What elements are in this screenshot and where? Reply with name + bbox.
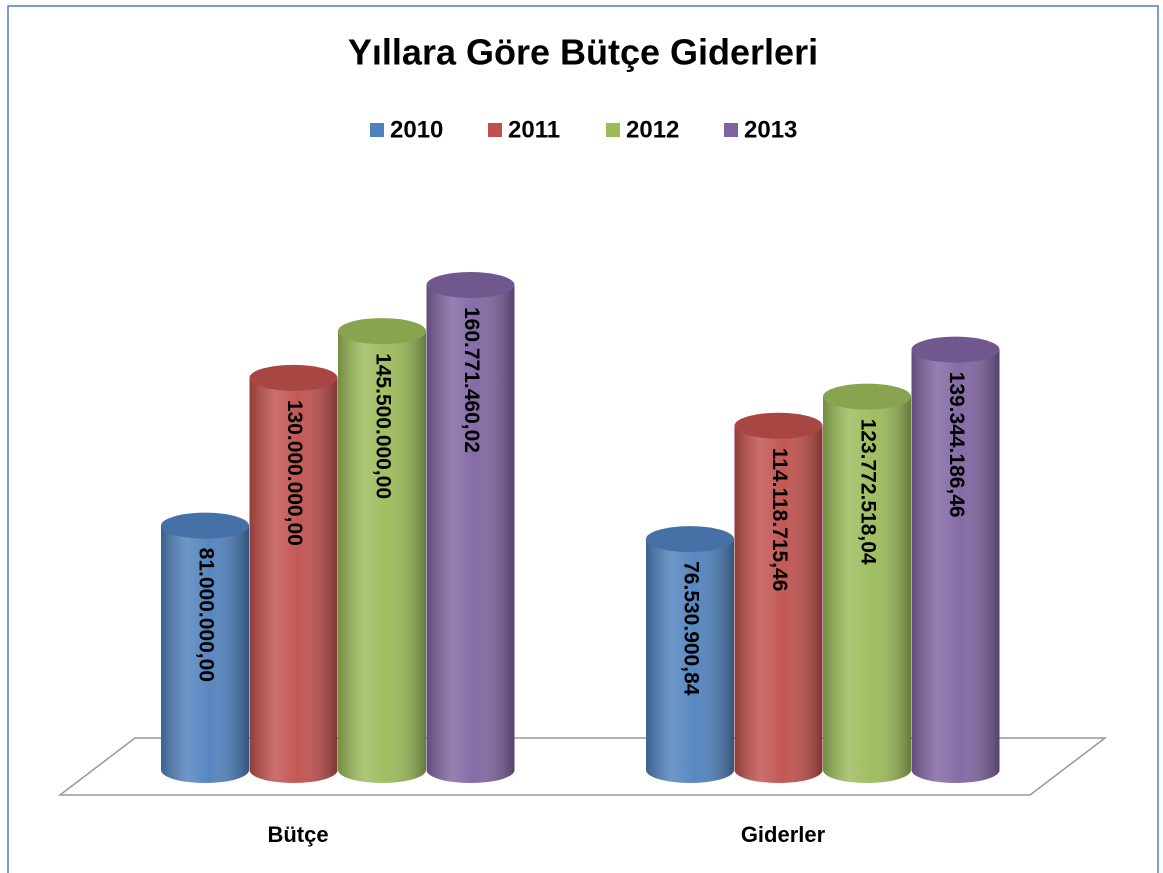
bar-shading: [426, 285, 515, 783]
value-label: 130.000.000,00: [283, 400, 306, 546]
value-label: 114.118.715,46: [768, 448, 791, 592]
bar-top-shade: [823, 383, 911, 410]
value-label: 145.500.000,00: [371, 353, 394, 499]
bar-shading: [911, 349, 1000, 783]
x-tick-label: Bütçe: [267, 822, 328, 847]
legend-swatch: [724, 123, 738, 137]
value-label: 139.344.186,46: [945, 372, 968, 518]
value-label: 76.530.900,84: [679, 561, 702, 696]
legend-swatch: [488, 123, 502, 137]
bar-top-shade: [734, 412, 823, 439]
legend-swatch: [370, 123, 384, 137]
bar-top-shade: [426, 272, 515, 298]
chart-title: Yıllara Göre Bütçe Giderleri: [348, 32, 818, 73]
bar-shading: [161, 525, 249, 783]
bar-top: [338, 318, 426, 345]
bar-top-shade: [161, 512, 249, 539]
bar-top: [734, 412, 823, 439]
bar-shading: [734, 425, 823, 783]
value-label: 123.772.518,04: [856, 419, 879, 565]
bar-top: [249, 364, 338, 391]
legend-label: 2013: [744, 116, 797, 143]
bar-top-shade: [249, 364, 338, 391]
bar-top: [823, 383, 911, 410]
value-label: 160.771.460,02: [460, 307, 483, 453]
bar-top: [426, 272, 515, 298]
bar-top-shade: [338, 318, 426, 345]
value-label: 81.000.000,00: [194, 548, 217, 682]
bar-shading: [823, 396, 911, 783]
bar-top-shade: [911, 336, 1000, 363]
bar-top: [911, 336, 1000, 363]
legend-label: 2011: [508, 116, 560, 143]
bar-shading: [249, 377, 338, 783]
bar-top-shade: [646, 526, 734, 553]
bar-top: [646, 526, 734, 553]
legend-label: 2010: [390, 116, 443, 143]
legend-swatch: [606, 123, 620, 137]
legend-label: 2012: [626, 116, 679, 143]
x-tick-label: Giderler: [741, 822, 826, 847]
bar-shading: [646, 539, 734, 783]
bar-shading: [338, 331, 426, 783]
bar-top: [161, 512, 249, 539]
